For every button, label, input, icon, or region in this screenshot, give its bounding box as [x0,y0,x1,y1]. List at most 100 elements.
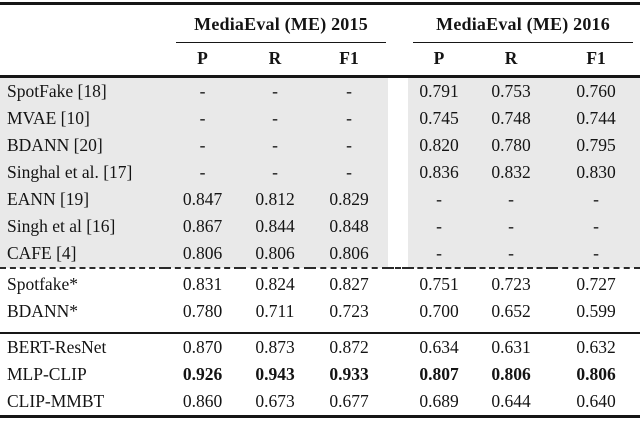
table-row: Singh et al [16] 0.867 0.844 0.848- - - [0,213,640,240]
group-header-me2016: MediaEval (ME) 2016 [408,4,640,43]
metric-value-cell: - [470,213,553,240]
column-gap [388,105,409,132]
metric-value-cell: - [165,132,240,159]
model-name-cell: CAFE [4] [0,240,165,268]
metric-value-cell: 0.753 [470,76,553,105]
metric-value-cell: 0.806 [240,240,310,268]
metric-value-cell: - [552,240,640,268]
column-gap [388,76,409,105]
model-name-cell: MLP-CLIP [7,364,87,384]
column-gap [388,333,408,361]
section-divider-solid [0,325,640,334]
column-gap [388,213,409,240]
column-gap [388,298,408,325]
metric-value-cell: 0.873 [255,337,295,357]
metric-value-cell: 0.723 [329,301,369,321]
metric-value-cell: - [240,105,310,132]
metric-header-r-2015: R [240,42,310,78]
metric-value-cell: 0.632 [576,337,616,357]
table-row: Singhal et al. [17] - - -0.836 0.832 0.830 [0,159,640,186]
metric-value-cell: - [240,132,310,159]
metric-value-cell: 0.677 [329,391,369,411]
model-name-cell: SpotFake [18] [0,76,165,105]
metric-value-cell: - [165,105,240,132]
metric-value-cell: - [408,240,471,268]
metric-value-cell: 0.780 [182,301,223,321]
model-name-cell: CLIP-MMBT [7,391,105,411]
metric-header-r-2016: R [470,42,553,78]
metric-value-cell: - [470,240,553,268]
metric-value-cell: 0.872 [329,337,369,357]
metric-value-cell: 0.795 [552,132,640,159]
metric-value-cell: 0.829 [310,186,389,213]
section-divider-dashed [0,267,640,271]
model-name-cell: BDANN* [7,301,78,321]
metric-value-cell: 0.673 [255,391,295,411]
metric-value-cell: 0.634 [419,337,459,357]
table-row: CAFE [4] 0.806 0.806 0.806- - - [0,240,640,268]
table-row: MLP-CLIP 0.926 0.943 0.933 0.807 0.806 0.806 [0,361,640,388]
metric-value-cell: 0.599 [576,301,616,321]
metric-value-cell: 0.867 [165,213,240,240]
metric-value-cell: 0.812 [240,186,310,213]
model-name-cell: BERT-ResNet [7,337,107,357]
metric-value-cell: 0.791 [408,76,471,105]
metric-value-cell: - [310,159,389,186]
metric-value-cell: 0.807 [419,364,459,384]
column-gap [388,159,409,186]
metric-value-cell: - [240,76,310,105]
metric-value-cell: 0.780 [470,132,553,159]
metric-value-cell: 0.744 [552,105,640,132]
metric-value-cell: 0.848 [310,213,389,240]
metric-value-cell: - [470,186,553,213]
stub-cell [0,4,165,43]
metric-value-cell: 0.831 [182,274,223,294]
metric-value-cell: 0.700 [419,301,459,321]
metric-value-cell: 0.860 [182,391,223,411]
metric-value-cell: 0.640 [576,391,616,411]
column-gap [388,42,409,78]
table-row: BDANN* 0.780 0.711 0.723 0.700 0.652 0.599 [0,298,640,325]
metric-value-cell: - [552,186,640,213]
metric-value-cell: 0.926 [182,364,223,384]
metric-value-cell: - [552,213,640,240]
metric-value-cell: - [310,105,389,132]
metric-value-cell: 0.631 [491,337,531,357]
results-table-body: SpotFake [18] - - -0.791 0.753 0.760 MVAE [10]… [0,76,640,417]
table-row: SpotFake [18] - - -0.791 0.753 0.760 [0,76,640,105]
model-name-cell: Singh et al [16] [0,213,165,240]
metric-value-cell: 0.689 [419,391,459,411]
metric-header-p-2015: P [165,42,240,78]
column-gap [388,186,409,213]
metric-header-row: P R F1 P R F1 [0,42,640,78]
column-gap [388,4,408,43]
metric-value-cell: 0.933 [329,364,369,384]
column-gap [388,240,409,268]
model-name-cell: Spotfake* [7,274,78,294]
stub-cell [0,42,165,78]
column-gap [388,388,408,417]
metric-value-cell: - [165,76,240,105]
metric-value-cell: 0.870 [182,337,223,357]
metric-value-cell: 0.760 [552,76,640,105]
metric-value-cell: 0.943 [255,364,295,384]
metric-value-cell: 0.723 [491,274,531,294]
metric-value-cell: - [310,132,389,159]
group-header-me2015-label: MediaEval (ME) 2015 [176,10,387,43]
column-gap [388,271,408,298]
group-header-row: MediaEval (ME) 2015 MediaEval (ME) 2016 [0,4,640,43]
table-row: BERT-ResNet 0.870 0.873 0.872 0.634 0.631 0.63… [0,333,640,361]
metric-header-p-2016: P [408,42,471,78]
metric-value-cell: 0.806 [310,240,389,268]
metric-header-f1-2016: F1 [552,42,640,78]
metric-value-cell: 0.836 [408,159,471,186]
metric-value-cell: 0.830 [552,159,640,186]
column-gap [388,361,408,388]
metric-value-cell: 0.748 [470,105,553,132]
metric-value-cell: - [165,159,240,186]
metric-value-cell: 0.711 [255,301,295,321]
metric-value-cell: 0.847 [165,186,240,213]
model-name-cell: BDANN [20] [0,132,165,159]
metric-value-cell: 0.806 [576,364,616,384]
metric-value-cell: 0.751 [419,274,459,294]
